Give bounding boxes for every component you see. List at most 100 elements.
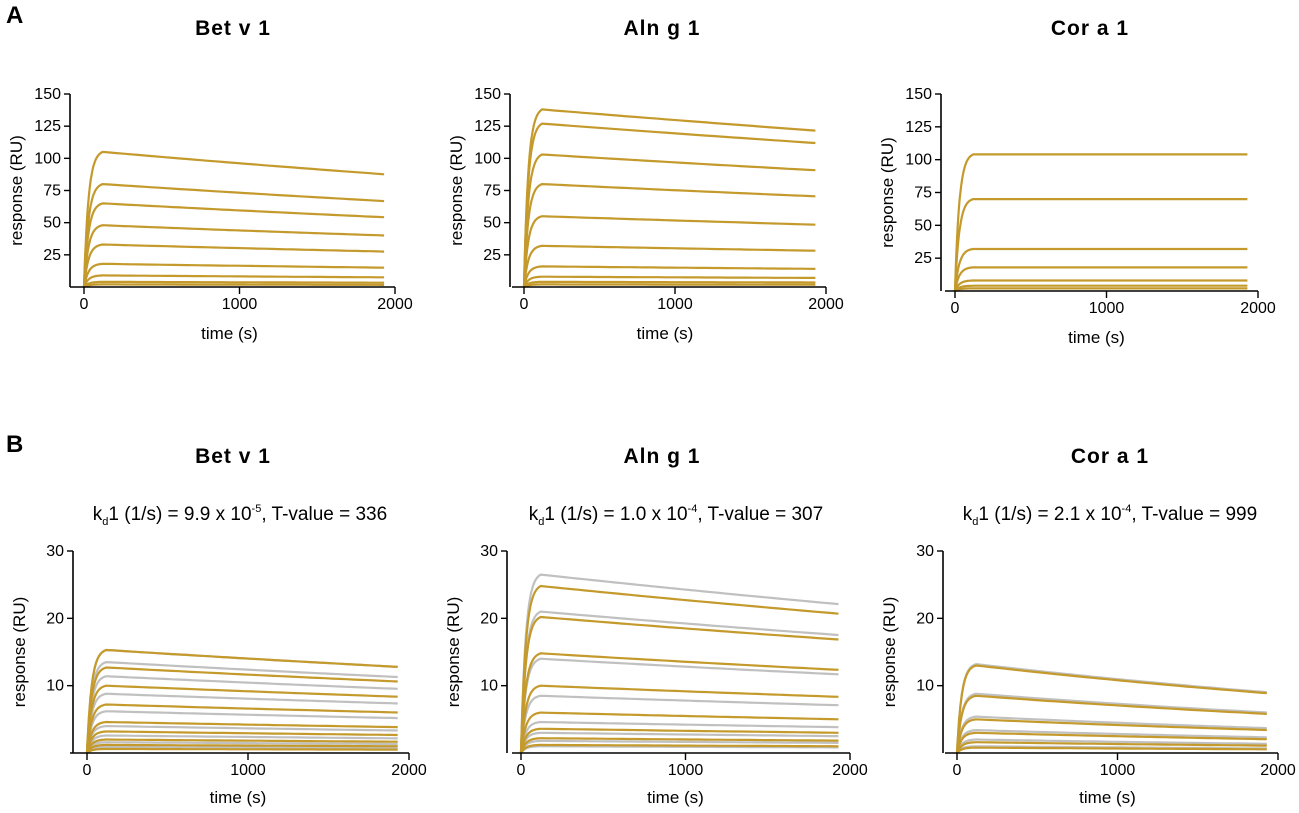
- data-trace-5: [955, 741, 1267, 754]
- x-tick-label: 0: [80, 296, 89, 313]
- y-tick-label: 30: [480, 543, 498, 560]
- data-trace-6: [519, 727, 839, 754]
- y-tick-label: 10: [916, 678, 934, 695]
- y-tick-label: 25: [483, 247, 501, 264]
- kd-exponent: -5: [252, 503, 262, 515]
- data-trace-10: [523, 283, 816, 288]
- fit-trace-5: [519, 720, 839, 754]
- kd-symbol: k: [529, 504, 539, 525]
- data-trace-8: [83, 280, 385, 288]
- panel-letter-b: B: [6, 431, 23, 458]
- x-axis-label: time (s): [210, 788, 267, 807]
- y-tick-label: 100: [34, 150, 61, 167]
- x-tick-label: 2000: [832, 762, 868, 779]
- x-tick-label: 2000: [1240, 300, 1276, 317]
- fit-trace-7: [519, 739, 839, 754]
- data-trace-4: [522, 182, 816, 288]
- kd-subscript: d: [538, 516, 544, 528]
- y-tick-label: 30: [46, 543, 64, 560]
- x-tick-label: 1000: [668, 762, 704, 779]
- data-trace-8: [86, 743, 398, 754]
- y-tick-label: 50: [914, 217, 932, 234]
- data-trace-6: [85, 730, 398, 754]
- kd-exponent: -4: [688, 503, 698, 515]
- y-axis-label: response (RU): [447, 135, 466, 246]
- data-trace-6: [82, 262, 385, 288]
- data-trace-5: [85, 720, 398, 754]
- fit-trace-7: [85, 734, 398, 754]
- kd-value: 1 (1/s) = 2.1 x 10: [978, 504, 1121, 525]
- chart-title: Aln g 1: [623, 17, 700, 40]
- kd-value: 1 (1/s) = 9.9 x 10: [108, 504, 251, 525]
- y-tick-label: 25: [914, 250, 932, 267]
- kd-annotation: kd1 (1/s) = 1.0 x 10-4, T-value = 307: [529, 503, 823, 528]
- x-axis-label: time (s): [637, 324, 694, 343]
- x-tick-label: 2000: [391, 762, 427, 779]
- data-trace-1: [85, 648, 398, 754]
- y-tick-label: 75: [43, 183, 61, 200]
- kd-value: 1 (1/s) = 1.0 x 10: [544, 504, 687, 525]
- fit-trace-9: [86, 745, 398, 754]
- chart-b-betv1: Bet v 1 kd1 (1/s) = 9.9 x 10-5, T-value =…: [10, 445, 427, 807]
- data-trace-4: [85, 703, 398, 754]
- kd-annotation: kd1 (1/s) = 9.9 x 10-5, T-value = 336: [93, 503, 387, 528]
- data-trace-1: [82, 150, 385, 288]
- y-tick-label: 150: [905, 86, 932, 103]
- y-tick-label: 25: [43, 247, 61, 264]
- y-tick-label: 20: [916, 610, 934, 627]
- data-trace-5: [519, 711, 839, 754]
- data-trace-3: [82, 202, 385, 288]
- kd-symbol: k: [963, 504, 973, 525]
- data-trace-9: [523, 280, 816, 288]
- chart-a-betv1: Bet v 1 25 50 75 100 125 150 0 1000 2000 time (s) r…: [7, 17, 413, 343]
- data-trace-6: [954, 284, 1248, 292]
- data-trace-7: [522, 265, 816, 288]
- data-trace-2: [955, 694, 1267, 754]
- data-trace-5: [522, 215, 816, 288]
- chart-a-alng1: Aln g 1 25 50 75 100 125 150 0 1000 2000 time (s) r…: [447, 17, 844, 343]
- y-tick-label: 20: [46, 610, 64, 627]
- y-tick-label: 75: [483, 183, 501, 200]
- y-axis-label: response (RU): [878, 137, 897, 248]
- data-trace-8: [522, 275, 816, 288]
- x-axis-label: time (s): [1068, 328, 1125, 347]
- chart-title: Bet v 1: [195, 17, 271, 40]
- data-trace-1: [953, 153, 1248, 292]
- x-tick-label: 0: [520, 296, 529, 313]
- x-tick-label: 1000: [1100, 762, 1136, 779]
- y-tick-label: 125: [905, 119, 932, 136]
- x-axis-label: time (s): [201, 324, 258, 343]
- x-tick-label: 0: [953, 762, 962, 779]
- y-tick-label: 50: [43, 215, 61, 232]
- fit-trace-5: [955, 738, 1267, 754]
- y-tick-label: 100: [474, 150, 501, 167]
- fit-trace-4: [955, 729, 1267, 754]
- y-tick-label: 125: [474, 118, 501, 135]
- kd-subscript: d: [972, 516, 978, 528]
- data-trace-3: [519, 652, 839, 754]
- kd-annotation: kd1 (1/s) = 2.1 x 10-4, T-value = 999: [963, 503, 1257, 528]
- data-trace-1: [955, 664, 1267, 754]
- kd-symbol: k: [93, 504, 103, 525]
- y-axis-label: response (RU): [10, 597, 29, 708]
- x-tick-label: 1000: [1089, 300, 1125, 317]
- x-tick-label: 1000: [230, 762, 266, 779]
- y-tick-label: 10: [46, 678, 64, 695]
- x-tick-label: 0: [83, 762, 92, 779]
- y-tick-label: 150: [34, 86, 61, 103]
- chart-title: Cor a 1: [1051, 17, 1129, 40]
- kd-subscript: d: [102, 516, 108, 528]
- y-tick-label: 125: [34, 118, 61, 135]
- data-trace-2: [522, 122, 816, 288]
- data-trace-5: [82, 243, 385, 288]
- x-tick-label: 2000: [377, 296, 413, 313]
- data-trace-2: [953, 198, 1248, 292]
- x-tick-label: 0: [517, 762, 526, 779]
- y-tick-label: 150: [474, 86, 501, 103]
- y-axis-label: response (RU): [880, 597, 899, 708]
- chart-title: Bet v 1: [195, 445, 271, 468]
- x-tick-label: 2000: [808, 296, 844, 313]
- data-trace-2: [85, 666, 398, 754]
- fit-trace-8: [85, 741, 398, 754]
